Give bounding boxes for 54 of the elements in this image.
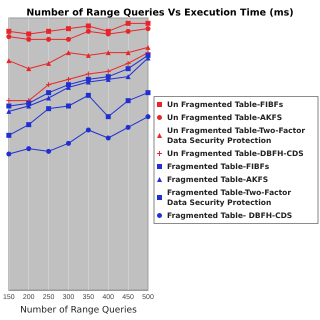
point [6, 34, 12, 40]
x-axis-title: Number of Range Queries [20, 305, 138, 316]
point [106, 114, 111, 120]
point [46, 28, 52, 34]
point [6, 58, 12, 64]
point [66, 26, 71, 32]
point [46, 148, 52, 154]
point [106, 50, 111, 56]
point [126, 50, 131, 56]
point [86, 24, 91, 28]
point [106, 74, 111, 80]
point [126, 98, 131, 104]
point [126, 28, 131, 34]
point [146, 26, 150, 32]
point [146, 44, 150, 50]
point [126, 66, 131, 72]
point [26, 146, 32, 152]
point [86, 128, 91, 132]
point [46, 90, 52, 96]
chart-title: Number of Range Queries Vs Execution Time (ms) [26, 8, 294, 18]
point [126, 20, 131, 26]
point [146, 114, 150, 120]
point [86, 28, 91, 34]
point [46, 60, 52, 66]
point [26, 66, 32, 72]
point [146, 90, 150, 96]
point [146, 20, 150, 26]
point [6, 28, 12, 34]
point [126, 60, 131, 66]
point [66, 76, 71, 82]
point [66, 104, 71, 108]
point [46, 106, 52, 112]
point [6, 108, 12, 114]
point [26, 32, 32, 36]
point [46, 82, 52, 88]
point [66, 50, 71, 56]
point [106, 68, 111, 74]
point [106, 136, 111, 140]
point [6, 98, 12, 104]
point [6, 104, 12, 108]
point [126, 74, 131, 80]
point [86, 52, 91, 58]
point [86, 92, 91, 98]
point [6, 132, 12, 138]
point [66, 140, 71, 146]
point [126, 124, 131, 130]
point [46, 96, 52, 100]
point [66, 36, 71, 42]
point [66, 82, 71, 88]
point [46, 36, 52, 42]
point [26, 36, 32, 42]
point [86, 72, 91, 76]
point [26, 122, 32, 128]
point [6, 152, 12, 156]
